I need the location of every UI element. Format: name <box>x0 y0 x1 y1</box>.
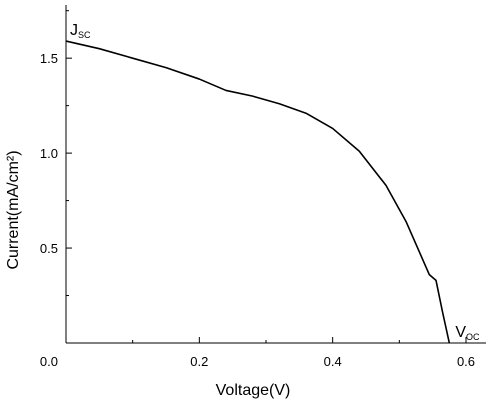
x-tick-label: 0.2 <box>190 354 208 369</box>
x-axis-label: Voltage(V) <box>216 382 291 399</box>
origin-tick-label: 0.0 <box>40 354 58 369</box>
y-tick-label: 0.5 <box>40 241 58 256</box>
annotations: JSC VOC <box>70 22 480 342</box>
jv-curve <box>65 40 451 344</box>
jsc-subscript: SC <box>78 30 91 40</box>
x-tick-label: 0.6 <box>457 354 475 369</box>
x-axis-ticks: 0.00.20.40.60.0 <box>40 337 475 369</box>
x-tick-label: 0.4 <box>324 354 342 369</box>
y-axis-ticks: 0.5 1.0 1.5 <box>40 10 72 297</box>
voc-label: VOC <box>455 324 480 342</box>
voc-subscript: OC <box>466 332 480 342</box>
y-axis-label: Current(mA/cm²) <box>5 150 22 269</box>
jsc-label: JSC <box>70 22 91 40</box>
y-tick-label: 1.5 <box>40 51 58 66</box>
y-tick-label: 1.0 <box>40 146 58 161</box>
